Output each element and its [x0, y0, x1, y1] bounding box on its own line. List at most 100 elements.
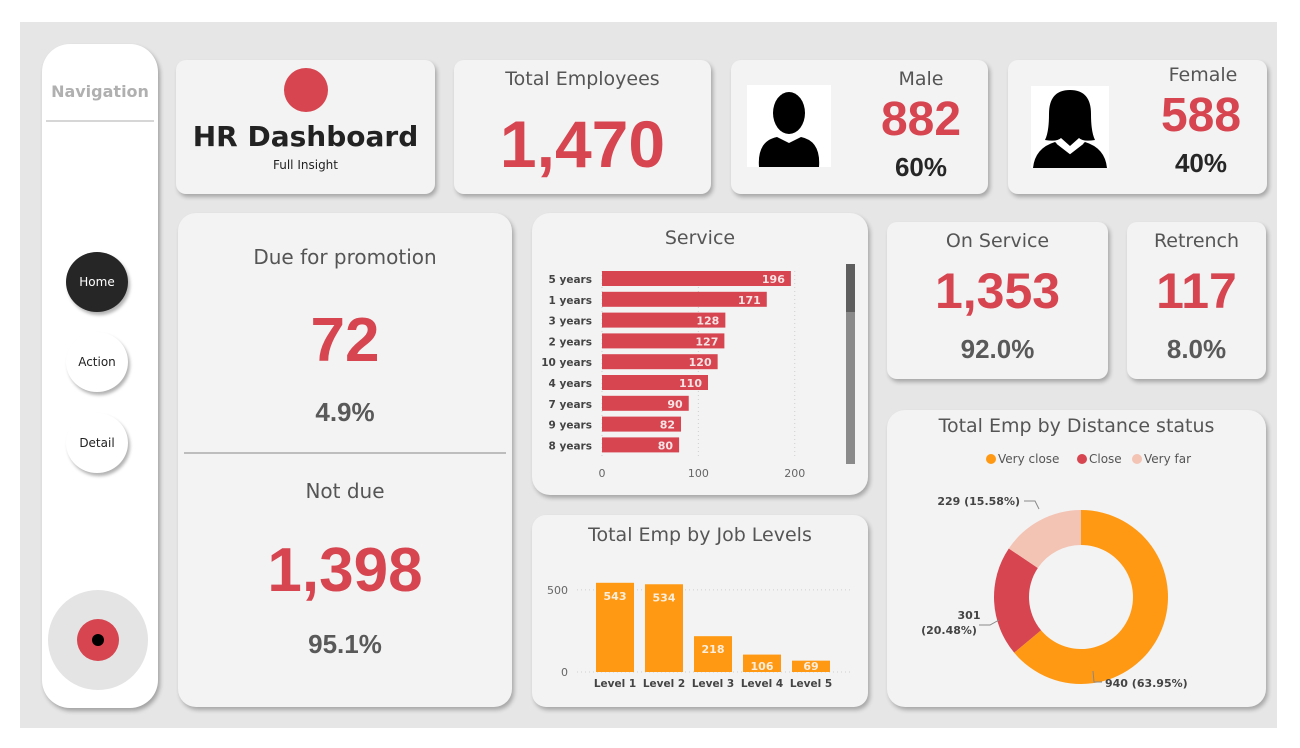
- target-icon[interactable]: [48, 590, 148, 690]
- nav-action-button[interactable]: Action: [66, 332, 128, 392]
- job-level-bar[interactable]: [596, 582, 634, 672]
- service-x-tick: 0: [599, 467, 606, 480]
- service-scrollbar[interactable]: [846, 264, 855, 464]
- job-level-bar[interactable]: [694, 636, 732, 672]
- job-level-bar[interactable]: [743, 654, 781, 672]
- not-due-value: 1,398: [267, 536, 423, 605]
- job-level-bar[interactable]: [645, 584, 683, 672]
- not-due-label: Not due: [305, 479, 385, 503]
- job-category-label: Level 1: [594, 678, 636, 690]
- dashboard-subtitle: Full Insight: [273, 158, 338, 172]
- job-level-bar[interactable]: [792, 660, 830, 672]
- service-category-label: 9 years: [549, 420, 592, 432]
- legend-marker: [1077, 454, 1087, 464]
- service-category-label: 5 years: [549, 274, 592, 286]
- job-category-label: Level 3: [692, 678, 734, 690]
- job-data-label: 534: [653, 591, 676, 604]
- female-value: 588: [1160, 89, 1242, 142]
- service-category-label: 10 years: [541, 357, 592, 369]
- total-employees-value: 1,470: [499, 107, 666, 181]
- male-person-icon: [747, 85, 831, 167]
- on-service-percent: 92.0%: [960, 334, 1035, 364]
- job-data-label: 543: [604, 590, 627, 603]
- job-levels-chart-card: Total Emp by Job Levels 0 500 543 Level 1 53…: [532, 515, 868, 707]
- nav-divider: [46, 120, 154, 122]
- service-data-label: 90: [667, 398, 683, 411]
- service-x-tick: 100: [688, 467, 709, 480]
- service-bar[interactable]: [602, 395, 689, 411]
- service-data-label: 128: [696, 315, 719, 328]
- retrench-percent: 8.0%: [1166, 334, 1227, 364]
- service-data-label: 80: [658, 439, 674, 452]
- service-data-label: 171: [738, 294, 761, 307]
- legend-marker: [986, 454, 996, 464]
- donut-label-close-percent: (20.48%): [921, 624, 977, 637]
- service-category-label: 3 years: [549, 316, 592, 328]
- due-promotion-percent: 4.9%: [315, 397, 375, 427]
- donut-slice[interactable]: [994, 548, 1042, 653]
- job-y-tick: 500: [547, 584, 568, 597]
- on-service-card: On Service 1,353 92.0%: [887, 222, 1108, 379]
- service-bar[interactable]: [602, 416, 682, 432]
- service-bar[interactable]: [602, 271, 791, 286]
- service-chart-card: Service 0 100 200 5 years 196 1 years 171 3 yea…: [532, 213, 868, 495]
- service-bar[interactable]: [602, 312, 726, 328]
- female-percent: 40%: [1174, 148, 1228, 178]
- male-value: 882: [880, 93, 962, 146]
- header-card: HR Dashboard Full Insight: [176, 60, 435, 194]
- male-percent: 60%: [894, 152, 948, 182]
- promotion-divider: [184, 452, 506, 454]
- distance-chart-card: Total Emp by Distance status Very close C…: [887, 410, 1266, 707]
- donut-label-close: 301: [958, 609, 981, 622]
- distance-donut-chart: Very close Close Very far 940 (63.95%) 301 (2…: [921, 452, 1191, 690]
- service-x-tick: 200: [784, 467, 805, 480]
- job-data-label: 106: [751, 660, 774, 673]
- male-card: Male 882 60%: [731, 60, 988, 194]
- navigation-title: Navigation: [51, 82, 149, 101]
- service-scrollbar-thumb[interactable]: [846, 264, 855, 312]
- donut-slice[interactable]: [1014, 510, 1168, 684]
- due-promotion-label: Due for promotion: [253, 245, 437, 269]
- female-label: Female: [1168, 64, 1238, 86]
- nav-detail-button[interactable]: Detail: [66, 413, 128, 473]
- service-chart-title: Service: [664, 227, 736, 249]
- dashboard-title: HR Dashboard: [192, 120, 419, 153]
- service-bar-chart: 0 100 200 5 years 196 1 years 171 3 years 128 2 y…: [541, 264, 855, 480]
- service-category-label: 2 years: [549, 336, 592, 348]
- total-employees-label: Total Employees: [505, 68, 660, 90]
- service-data-label: 127: [695, 335, 718, 348]
- job-data-label: 69: [803, 660, 818, 673]
- donut-slice[interactable]: [1008, 510, 1081, 568]
- job-data-label: 218: [702, 643, 725, 656]
- legend-item[interactable]: Close: [1077, 452, 1122, 466]
- male-label: Male: [898, 68, 944, 90]
- service-category-label: 4 years: [549, 378, 592, 390]
- service-bar[interactable]: [602, 437, 680, 453]
- service-bar[interactable]: [602, 375, 708, 390]
- job-category-label: Level 5: [790, 678, 832, 690]
- service-data-label: 120: [689, 356, 712, 369]
- retrench-label: Retrench: [1153, 230, 1240, 252]
- total-employees-card: Total Employees 1,470: [454, 60, 711, 194]
- job-category-label: Level 2: [643, 678, 685, 690]
- retrench-card: Retrench 117 8.0%: [1127, 222, 1266, 379]
- service-bar[interactable]: [602, 291, 767, 307]
- service-bar[interactable]: [602, 333, 725, 349]
- leader-line: [1024, 500, 1040, 510]
- legend-item[interactable]: Very far: [1132, 452, 1191, 466]
- service-data-label: 196: [762, 273, 785, 286]
- donut-label-very-close: 940 (63.95%): [1105, 677, 1188, 690]
- distance-chart-title: Total Emp by Distance status: [938, 415, 1215, 437]
- service-bar[interactable]: [602, 354, 718, 370]
- service-data-label: 110: [679, 377, 702, 390]
- promotion-card: Due for promotion 72 4.9% Not due 1,398 …: [178, 213, 512, 707]
- service-category-label: 7 years: [549, 399, 592, 411]
- nav-home-button[interactable]: Home: [66, 252, 128, 312]
- on-service-value: 1,353: [934, 263, 1061, 319]
- due-promotion-value: 72: [310, 306, 380, 375]
- not-due-percent: 95.1%: [308, 629, 382, 659]
- legend-item[interactable]: Very close: [986, 452, 1059, 466]
- retrench-value: 117: [1156, 263, 1237, 319]
- service-category-label: 8 years: [549, 440, 592, 452]
- legend-label: Very close: [998, 452, 1059, 466]
